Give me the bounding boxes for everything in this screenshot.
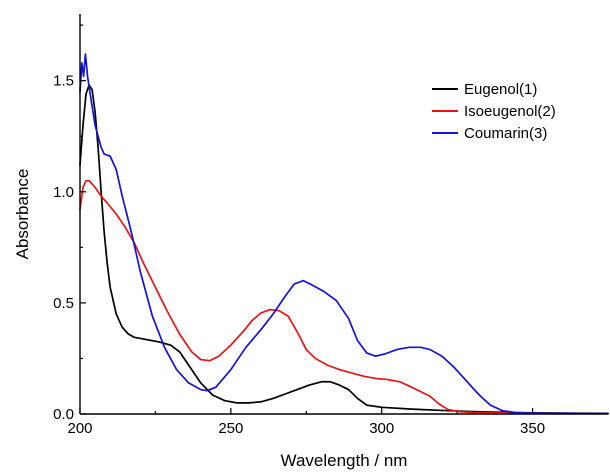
legend-label-2: Isoeugenol(2)	[464, 103, 556, 120]
legend: Eugenol(1) Isoeugenol(2) Coumarin(3)	[432, 81, 556, 142]
y-tick-label: 0.5	[53, 295, 74, 312]
y-tick-label: 1.5	[53, 73, 74, 90]
x-tick-label: 350	[520, 420, 545, 437]
y-tick-label: 1.0	[53, 184, 74, 201]
y-tick-label: 0.0	[53, 406, 74, 423]
x-axis-label: Wavelength / nm	[281, 451, 408, 470]
x-tick-label: 300	[369, 420, 394, 437]
legend-label-1: Eugenol(1)	[464, 81, 537, 98]
series-line-2	[80, 181, 608, 414]
y-axis-label: Absorbance	[13, 169, 32, 260]
axes	[80, 14, 608, 414]
x-tick-label: 250	[218, 420, 243, 437]
legend-label-3: Coumarin(3)	[464, 125, 547, 142]
